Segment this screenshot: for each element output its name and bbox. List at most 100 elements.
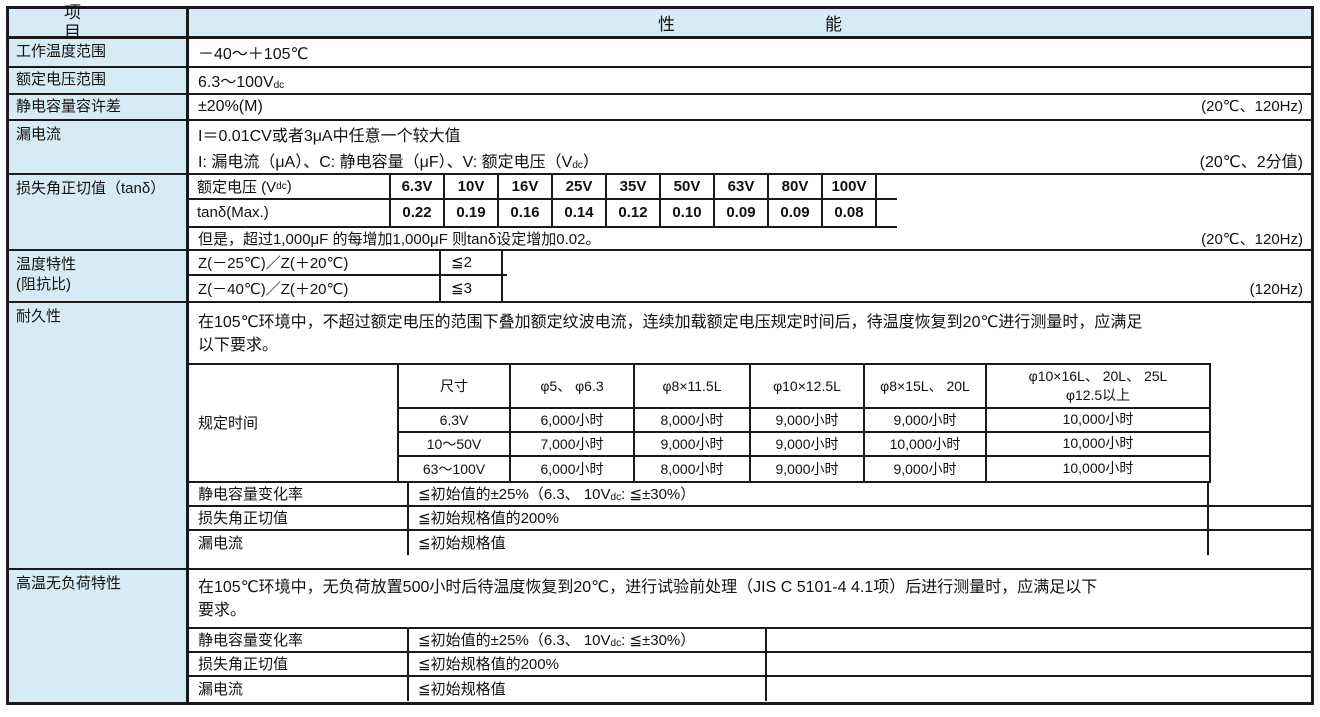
tan-value-cell: 0.16: [499, 199, 553, 226]
tan-value-cell: 0.14: [553, 199, 607, 226]
hours-cell: 6,000小时: [511, 408, 635, 431]
spec-value-text: ≦初始值的±25%（6.3、 10V: [418, 486, 611, 504]
header-item-cell: 项目: [9, 3, 189, 42]
endurance-description: 在105℃环境中，不超过额定电压的范围下叠加额定纹波电流，连续加载额定电压规定时…: [189, 303, 1311, 357]
row-operating-temp: 工作温度范围 －40～＋105℃: [9, 39, 1311, 68]
tan-value-cell: 0.08: [823, 199, 877, 226]
row-rated-voltage: 额定电压范围 6.3～100V dc: [9, 67, 1311, 95]
spec-table: 项目 性能 工作温度范围 －40～＋105℃ 额定电压范围 6.3～100V d…: [6, 3, 1314, 705]
tan-value-cell: 0.12: [607, 199, 661, 226]
tan-voltage-cell: 6.3V: [391, 174, 445, 198]
specified-time-label: 规定时间: [189, 364, 399, 481]
leakage-current-condition: (20℃、2分值): [1199, 153, 1303, 171]
spec-row-capacitance-change: 静电容量变化率 ≦初始值的±25%（6.3、 10V dc : ≦±30%）: [189, 482, 1311, 507]
tan-voltage-header: 额定电压 (V dc ): [189, 174, 391, 198]
leakage-legend-text: I: 漏电流（μA）、C: 静电容量（μF）、V: 额定电压（V: [198, 153, 573, 171]
hours-cell: 9,000小时: [751, 432, 865, 455]
header-item-label: 项目: [64, 2, 129, 42]
hours-cell: 9,000小时: [751, 408, 865, 431]
tan-value-cell: 0.19: [445, 199, 499, 226]
high-temp-description: 在105℃环境中，无负荷放置500小时后待温度恢复到20℃，进行试验前处理（JI…: [189, 570, 1311, 622]
row-capacitance-tolerance: 静电容量容许差 ±20%(M) (20℃、120Hz): [9, 94, 1311, 121]
impedance-ratio-row: Z(－25℃)／Z(＋20℃) ≦2: [189, 250, 507, 276]
high-temp-description-line2: 要求。: [198, 601, 247, 619]
hours-cell: 9,000小时: [751, 456, 865, 481]
specified-time-grid: 尺寸 φ5、 φ6.3 φ8×11.5L φ10×12.5L φ8×15L、 2…: [399, 364, 1211, 481]
endurance-description-line1: 在105℃环境中，不超过额定电压的范围下叠加额定纹波电流，连续加载额定电压规定时…: [198, 313, 1143, 331]
tan-voltage-cell: 100V: [823, 174, 877, 198]
row-temp-characteristics: 温度特性 (阻抗比) Z(－25℃)／Z(＋20℃) ≦2 Z(－40℃)／Z(…: [9, 250, 1311, 303]
tan-voltage-header-text-end: ): [286, 177, 292, 195]
row-high-temp-no-load: 高温无负荷特性 在105℃环境中，无负荷放置500小时后待温度恢复到20℃，进行…: [9, 569, 1311, 702]
impedance-ratio-value: ≦3: [441, 275, 503, 301]
hours-cell: 6,000小时: [511, 456, 635, 481]
voltage-range-cell: 63～100V: [399, 456, 511, 481]
tan-delta-condition: (20℃、120Hz): [1201, 230, 1303, 248]
impedance-ratio-label: Z(－40℃)／Z(＋20℃): [189, 275, 441, 301]
temp-characteristics-cell: Z(－25℃)／Z(＋20℃) ≦2 Z(－40℃)／Z(＋20℃) ≦3 (1…: [189, 250, 1311, 301]
endurance-description-line2: 以下要求。: [198, 336, 279, 354]
row-tan-delta: 损失角正切值（tanδ） 额定电压 (V dc ) 6.3V 10V 16V 2…: [9, 174, 1311, 251]
spec-label: 静电容量变化率: [189, 482, 409, 505]
hours-cell: 8,000小时: [635, 456, 751, 481]
rated-voltage-value-subscript: dc: [273, 79, 285, 91]
spec-row-capacitance-change: 静电容量变化率 ≦初始值的±25%（6.3、 10V dc : ≦±30%）: [189, 628, 1311, 653]
high-temp-no-load-cell: 在105℃环境中，无负荷放置500小时后待温度恢复到20℃，进行试验前处理（JI…: [189, 570, 1311, 702]
spec-label: 损失角正切值: [189, 652, 409, 675]
operating-temp-label: 工作温度范围: [9, 39, 189, 66]
size-header-row: 尺寸 φ5、 φ6.3 φ8×11.5L φ10×12.5L φ8×15L、 2…: [399, 364, 1211, 409]
temp-characteristics-label-line2: (阻抗比): [16, 275, 71, 293]
impedance-ratio-row: Z(－40℃)／Z(＋20℃) ≦3: [189, 275, 507, 301]
size-col-header-last-line2: φ12.5以上: [1065, 386, 1131, 403]
time-table-row: 10～50V 7,000小时 9,000小时 9,000小时 10,000小时 …: [399, 432, 1211, 457]
hours-cell: 10,000小时: [865, 432, 987, 455]
row-endurance: 耐久性 在105℃环境中，不超过额定电压的范围下叠加额定纹波电流，连续加载额定电…: [9, 302, 1311, 570]
tan-voltage-header-subscript: dc: [276, 180, 287, 192]
tan-value-cell: 0.09: [715, 199, 769, 226]
spec-label: 漏电流: [189, 530, 409, 555]
tan-delta-value-row: tanδ(Max.) 0.22 0.19 0.16 0.14 0.12 0.10…: [189, 199, 897, 226]
temp-characteristics-condition: (120Hz): [1249, 280, 1303, 298]
hours-cell: 7,000小时: [511, 432, 635, 455]
spec-value: ≦初始规格值: [409, 676, 767, 701]
capacitance-tolerance-value-cell: ±20%(M) (20℃、120Hz): [189, 95, 1311, 119]
endurance-spec-rows: 静电容量变化率 ≦初始值的±25%（6.3、 10V dc : ≦±30%） 损…: [189, 482, 1311, 555]
capacitance-tolerance-condition: (20℃、120Hz): [1201, 97, 1303, 115]
impedance-ratio-table: Z(－25℃)／Z(＋20℃) ≦2 Z(－40℃)／Z(＋20℃) ≦3: [189, 250, 507, 301]
spec-row-leakage: 漏电流 ≦初始规格值: [189, 676, 1311, 701]
tan-delta-note-row: 但是，超过1,000μF 的每增加1,000μF 则tanδ设定增加0.02。 …: [189, 228, 1311, 249]
tan-delta-table: 额定电压 (V dc ) 6.3V 10V 16V 25V 35V 50V 63…: [189, 174, 897, 228]
leakage-current-cell: I＝0.01CV或者3μA中任意一个较大值 I: 漏电流（μA）、C: 静电容量…: [189, 121, 1311, 173]
rated-voltage-label: 额定电压范围: [9, 67, 189, 93]
tan-value-cell: 0.10: [661, 199, 715, 226]
leakage-current-legend: I: 漏电流（μA）、C: 静电容量（μF）、V: 额定电压（V dc ） (2…: [189, 147, 1311, 173]
header-performance-label: 性能: [658, 15, 992, 34]
tan-voltage-cell: 25V: [553, 174, 607, 198]
endurance-cell: 在105℃环境中，不超过额定电压的范围下叠加额定纹波电流，连续加载额定电压规定时…: [189, 303, 1311, 568]
tan-voltage-header-text: 额定电压 (V: [197, 178, 277, 196]
temp-characteristics-label: 温度特性 (阻抗比): [9, 250, 189, 301]
spec-value: ≦初始值的±25%（6.3、 10V dc : ≦±30%）: [409, 482, 1209, 505]
size-header: 尺寸: [399, 364, 511, 407]
table-header-row: 项目 性能: [9, 3, 1311, 42]
spec-value-text: ≦初始规格值: [418, 681, 506, 699]
specified-time-table: 规定时间 尺寸 φ5、 φ6.3 φ8×11.5L φ10×12.5L φ8×1…: [189, 362, 1211, 483]
leakage-current-label: 漏电流: [9, 120, 189, 173]
rated-voltage-value-text: 6.3～100V: [198, 74, 274, 92]
hours-cell: 9,000小时: [635, 432, 751, 455]
time-table-row: 6.3V 6,000小时 8,000小时 9,000小时 9,000小时 10,…: [399, 408, 1211, 433]
spec-value-text-end: : ≦±30%）: [621, 486, 696, 504]
spec-value-subscript: dc: [610, 491, 622, 503]
spec-value: ≦初始值的±25%（6.3、 10V dc : ≦±30%）: [409, 628, 767, 651]
high-temp-description-line1: 在105℃环境中，无负荷放置500小时后待温度恢复到20℃，进行试验前处理（JI…: [198, 578, 1098, 596]
spec-value-text-end: : ≦±30%）: [621, 632, 696, 650]
tan-value-cell: 0.22: [391, 199, 445, 226]
tan-voltage-cell: 16V: [499, 174, 553, 198]
spec-label: 漏电流: [189, 676, 409, 701]
voltage-range-cell: 6.3V: [399, 408, 511, 431]
high-temp-spec-rows: 静电容量变化率 ≦初始值的±25%（6.3、 10V dc : ≦±30%） 损…: [189, 626, 1311, 701]
tan-voltage-cell: 10V: [445, 174, 499, 198]
hours-cell: 10,000小时: [987, 432, 1211, 455]
size-col-header-last: φ10×16L、 20L、 25L φ12.5以上: [987, 364, 1211, 407]
row-leakage-current: 漏电流 I＝0.01CV或者3μA中任意一个较大值 I: 漏电流（μA）、C: …: [9, 120, 1311, 175]
